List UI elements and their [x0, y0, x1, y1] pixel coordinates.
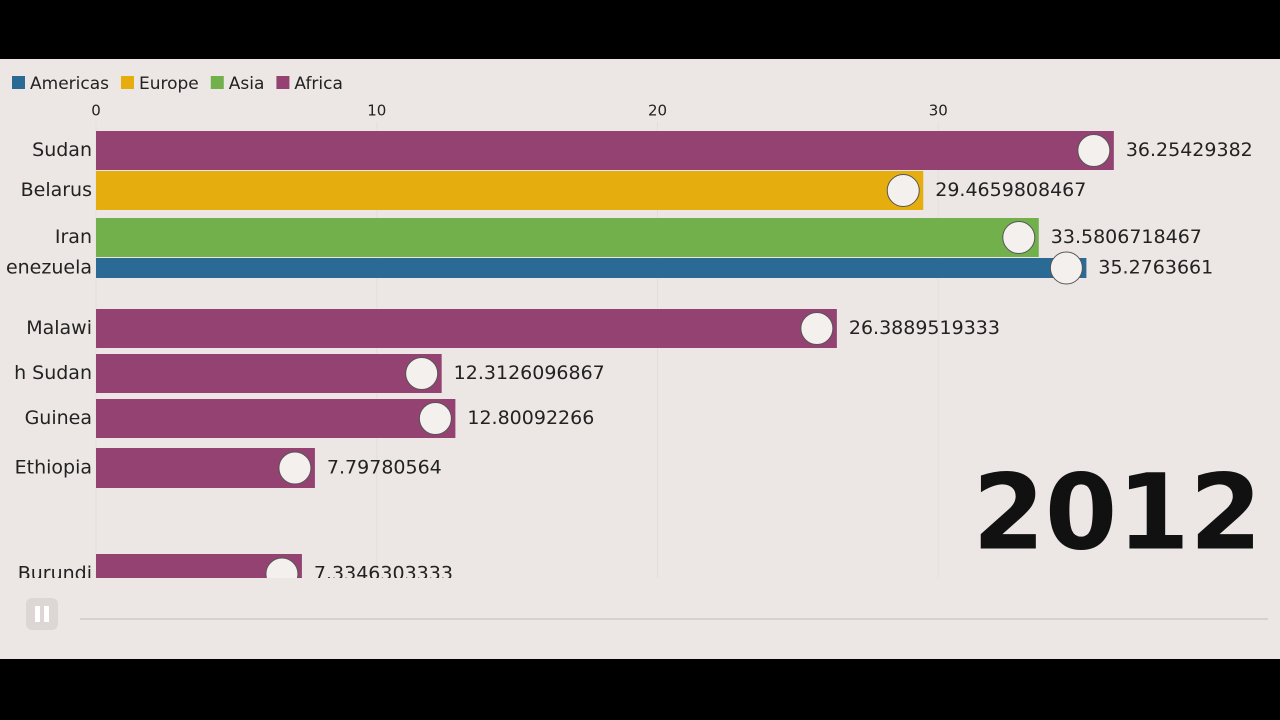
x-tick-label: 30 — [929, 102, 948, 120]
bar-label: Belarus — [21, 179, 92, 201]
flag-icon — [800, 312, 834, 345]
pause-button[interactable] — [26, 598, 58, 630]
value-label: 12.3126096867 — [454, 362, 605, 384]
bar — [96, 258, 1087, 278]
bar — [96, 354, 442, 393]
x-tick-label: 20 — [648, 102, 667, 120]
value-label: 29.4659808467 — [935, 179, 1086, 201]
flag-icon — [886, 174, 920, 207]
value-label: 35.2763661 — [1098, 257, 1213, 279]
value-label: 12.80092266 — [467, 407, 594, 429]
flag-icon — [278, 451, 312, 485]
legend-label: Americas — [30, 74, 109, 94]
value-label: 33.5806718467 — [1051, 226, 1202, 248]
bar — [96, 309, 837, 348]
value-label: 7.3346303333 — [314, 563, 453, 585]
flag-icon — [405, 357, 439, 390]
flag-icon — [418, 402, 452, 435]
bar — [96, 399, 456, 438]
year-label: 2012 — [973, 451, 1262, 573]
legend-label: Asia — [229, 74, 265, 94]
bar-label: h Sudan — [14, 362, 92, 384]
bar-label: Malawi — [26, 317, 92, 339]
legend-label: Africa — [294, 74, 343, 94]
plot-area: Sudan 36.25429382 Belarus 29.4659808467 Iran… — [6, 122, 1253, 585]
bar — [96, 171, 924, 210]
x-tick-label: 10 — [367, 102, 386, 120]
bar — [96, 131, 1114, 170]
bar-label: Burundi — [18, 563, 92, 585]
bar-label: Ethiopia — [15, 457, 92, 479]
bar-label: Guinea — [25, 407, 92, 429]
legend-label: Europe — [139, 74, 199, 94]
flag-icon — [265, 557, 299, 578]
bar-label: enezuela — [6, 257, 92, 279]
value-label: 36.25429382 — [1126, 139, 1253, 161]
value-label: 26.3889519333 — [849, 317, 1000, 339]
bar-label: Sudan — [32, 139, 92, 161]
x-tick-label: 0 — [91, 102, 101, 120]
value-label: 7.79780564 — [327, 457, 442, 479]
legend-swatch — [12, 76, 25, 89]
legend-swatch — [120, 76, 134, 89]
legend-swatch — [276, 76, 290, 89]
flag-icon — [1002, 221, 1036, 254]
flag-icon — [1049, 251, 1083, 285]
bar — [96, 218, 1039, 257]
bar-label: Iran — [55, 226, 92, 248]
flag-icon — [1077, 134, 1111, 167]
legend-swatch — [210, 76, 224, 89]
